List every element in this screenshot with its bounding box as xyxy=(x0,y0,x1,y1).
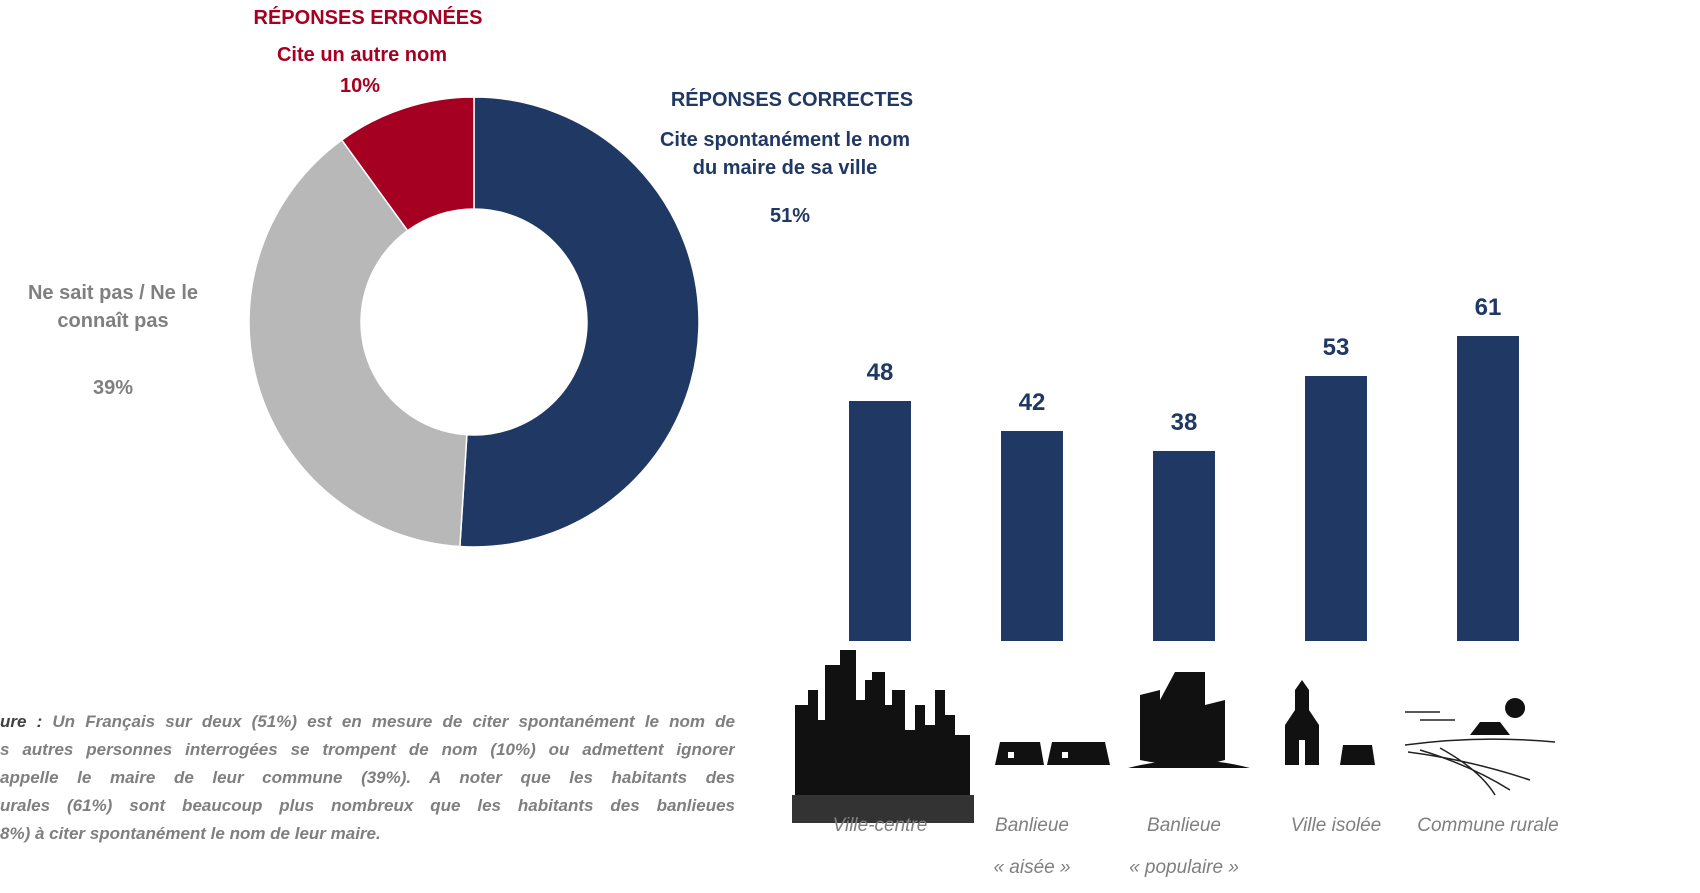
icons xyxy=(792,650,1556,823)
segment-value: 51% xyxy=(769,205,811,227)
donut-segment xyxy=(459,96,700,548)
segment-label: Cite un autre nom xyxy=(276,44,448,66)
donut-segment xyxy=(248,138,468,548)
bar-value-label: 42 xyxy=(1018,389,1046,416)
note: ure : Un Français sur deux (51%) est en … xyxy=(0,708,735,848)
annotation: RÉPONSES CORRECTES xyxy=(670,89,914,111)
icon-towers-ground xyxy=(1128,760,1250,768)
x-tick-label: Banlieue « populaire » xyxy=(1129,815,1239,878)
icon-city xyxy=(795,650,970,820)
x-tick-label: Banlieue « aisée » xyxy=(993,815,1071,878)
bar xyxy=(1153,451,1215,641)
icon-clouds xyxy=(1405,711,1455,721)
segment-label: Cite spontanément le nom du maire de sa … xyxy=(659,129,911,179)
note-line: urales (61%) sont beaucoup plus nombreux… xyxy=(0,792,735,820)
icon-city-base xyxy=(792,795,974,823)
icon-door xyxy=(1299,740,1305,765)
bar-value-label: 48 xyxy=(866,359,894,386)
icon-window xyxy=(1008,752,1014,758)
note-text: s autres personnes interrogées se trompe… xyxy=(0,740,735,759)
donut-segment xyxy=(340,96,475,232)
note-line: 8%) à citer spontanément le nom de leur … xyxy=(0,820,735,848)
note-text: Un Français sur deux (51%) est en mesure… xyxy=(52,712,735,731)
note-text: urales (61%) sont beaucoup plus nombreux… xyxy=(0,796,735,815)
note-text: appelle le maire de leur commune (39%). … xyxy=(0,768,735,787)
bar-value-label: 61 xyxy=(1474,294,1502,321)
x-tick-label: Ville isolée xyxy=(1290,815,1382,836)
icon-fields xyxy=(1404,738,1556,796)
icon-church xyxy=(1285,680,1375,765)
note-line: s autres personnes interrogées se trompe… xyxy=(0,736,735,764)
bar xyxy=(1001,431,1063,641)
bar xyxy=(1457,336,1519,641)
bar xyxy=(1305,376,1367,641)
note-lead: ure : xyxy=(0,712,43,731)
annotation: RÉPONSES ERRONÉES xyxy=(253,7,483,29)
note-line: ure : Un Français sur deux (51%) est en … xyxy=(0,708,735,736)
bar-value-label: 38 xyxy=(1170,409,1198,436)
bar xyxy=(849,401,911,641)
x-tick-label: Commune rurale xyxy=(1417,815,1559,836)
bar-value-label: 53 xyxy=(1322,334,1350,361)
note-line: appelle le maire de leur commune (39%). … xyxy=(0,764,735,792)
segment-label: Ne sait pas / Ne le connaît pas xyxy=(27,282,199,332)
icon-towers xyxy=(1140,672,1225,765)
note-text: 8%) à citer spontanément le nom de leur … xyxy=(0,824,381,843)
x-tick-label: Ville-centre xyxy=(832,815,928,836)
icon-window xyxy=(1062,752,1068,758)
icon-houses xyxy=(995,742,1110,765)
segment-value: 39% xyxy=(92,377,134,399)
segment-value: 10% xyxy=(339,75,381,97)
icon-farm xyxy=(1470,698,1526,735)
